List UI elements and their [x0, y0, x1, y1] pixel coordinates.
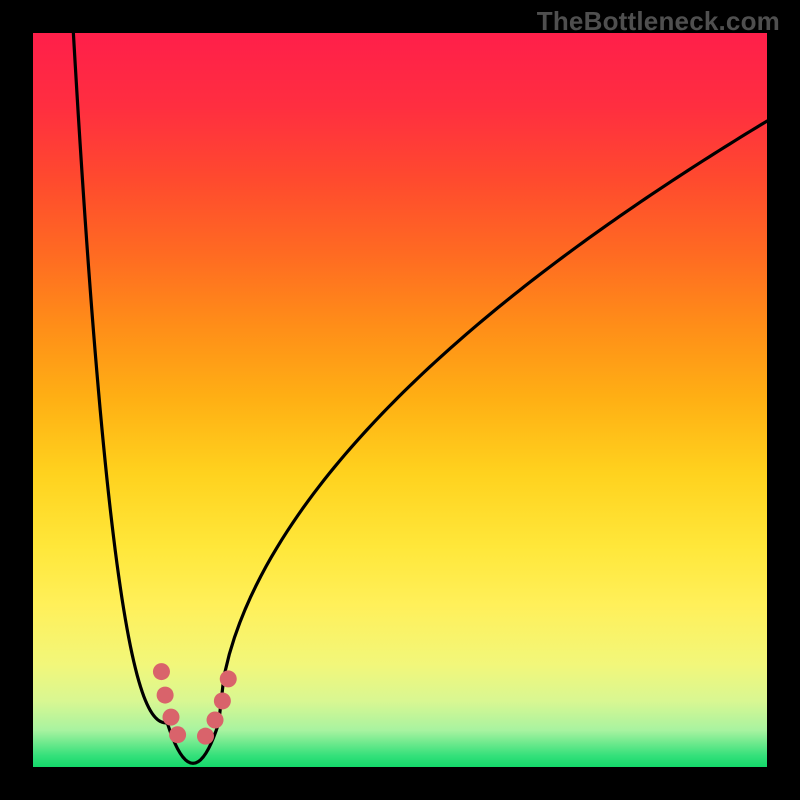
curve-layer	[33, 33, 767, 767]
marker-dot	[197, 728, 214, 745]
marker-dot	[153, 663, 170, 680]
bottleneck-curve	[73, 33, 767, 763]
plot-area	[33, 33, 767, 767]
marker-dot	[162, 709, 179, 726]
marker-dot	[207, 712, 224, 729]
marker-dot	[214, 692, 231, 709]
marker-dot	[157, 687, 174, 704]
marker-dot	[169, 726, 186, 743]
marker-group	[153, 663, 237, 745]
chart-stage: TheBottleneck.com	[0, 0, 800, 800]
watermark-text: TheBottleneck.com	[537, 6, 780, 37]
marker-dot	[220, 670, 237, 687]
